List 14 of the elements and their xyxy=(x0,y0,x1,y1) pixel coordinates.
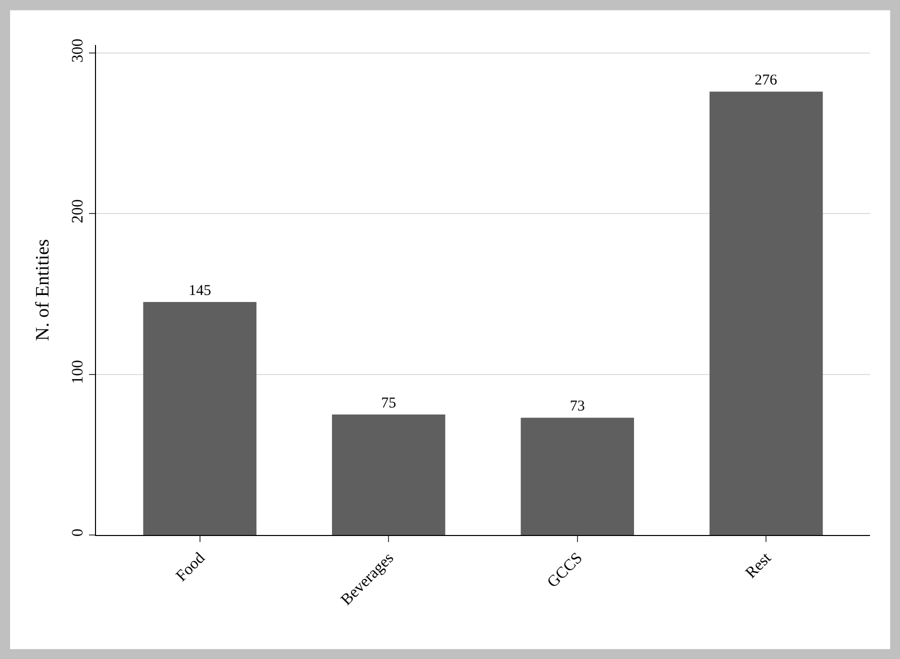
bar xyxy=(143,302,256,535)
y-tick-label: 300 xyxy=(70,38,87,63)
data-label: 73 xyxy=(570,398,585,415)
bar xyxy=(520,418,634,535)
y-tick-label: 200 xyxy=(70,199,87,224)
y-tick-label: 0 xyxy=(70,528,87,537)
y-tick-label: 100 xyxy=(70,360,87,384)
x-tick-label: Rest xyxy=(742,549,776,582)
data-label: 276 xyxy=(754,72,778,89)
y-axis-title: N. of Entities xyxy=(32,239,54,341)
data-label: 145 xyxy=(188,283,212,300)
data-label: 75 xyxy=(381,396,396,412)
bar xyxy=(710,92,823,535)
bar xyxy=(332,414,446,535)
